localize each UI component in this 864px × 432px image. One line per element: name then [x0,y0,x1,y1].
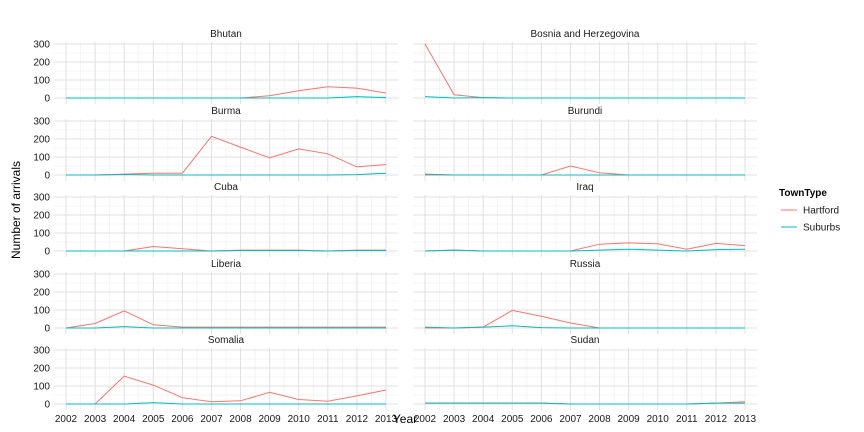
y-tick-label: 200 [33,58,50,69]
panel-title: Cuba [214,182,238,193]
panel: Russia [413,259,757,334]
x-tick-label: 2007 [200,414,223,425]
x-tick-label: 2009 [618,414,641,425]
x-tick-label: 2004 [472,414,495,425]
x-tick-label: 2002 [414,414,437,425]
series-line-suburbs [425,402,745,405]
y-tick-label: 0 [44,247,50,258]
panel-title: Burma [211,106,241,117]
series-line-suburbs [66,250,386,252]
legend-items: Hartford Suburbs [781,206,840,234]
y-tick-label: 300 [33,40,50,51]
x-tick-label: 2009 [259,414,282,425]
series-line-suburbs [66,96,387,99]
y-tick-label: 200 [33,364,50,375]
x-tick-label: 2004 [113,414,136,425]
x-tick-label: 2005 [142,414,165,425]
series-line-suburbs [66,326,386,329]
panel: Sudan 2002 2003 2004 2005 2006 2007 2008 2009 201… [413,335,757,425]
panel-title: Sudan [571,335,600,346]
x-tick-label: 2006 [530,414,553,425]
y-tick-label: 100 [33,229,50,240]
x-tick-label: 2003 [84,414,107,425]
panel: Burundi [413,106,757,181]
y-tick-label: 0 [44,171,50,182]
series-line-suburbs [424,96,745,99]
panel: Iraq [413,182,757,257]
y-tick-label: 300 [33,346,50,357]
series-line-hartford [65,310,386,329]
series-line-suburbs [424,173,745,176]
y-tick-label: 100 [33,76,50,87]
series-line-suburbs [66,172,387,176]
y-tick-label: 300 [33,193,50,204]
y-tick-label: 100 [33,306,50,317]
x-tick-label: 2013 [734,414,757,425]
x-tick-label: 2002 [55,414,78,425]
panel: Bosnia and Herzegovina [413,29,757,104]
panel: Bhutan 0 100 200 300 [33,29,398,105]
x-tick-label: 2008 [588,414,611,425]
series-line-suburbs [66,402,386,405]
y-tick-label: 200 [33,288,50,299]
panel-title: Russia [570,259,601,270]
series-line-suburbs [424,325,745,329]
y-tick-label: 0 [44,400,50,411]
panel-title: Iraq [576,182,593,193]
series-line-suburbs [424,248,746,252]
y-axis-title: Number of arrivals [9,161,23,259]
x-tick-label: 2011 [676,414,698,425]
panel: Liberia 0 100 200 300 [33,259,398,335]
x-axis-title: Year [393,412,417,426]
y-tick-label: 100 [33,153,50,164]
legend-title: TownType [779,188,827,199]
x-tick-label: 2010 [288,414,311,425]
y-tick-label: 200 [33,211,50,222]
x-tick-label: 2012 [705,414,728,425]
y-tick-label: 0 [44,94,50,105]
legend-label: Suburbs [803,223,840,234]
panel-title: Burundi [568,106,602,117]
x-tick-label: 2012 [346,414,369,425]
panel-title: Liberia [211,259,241,270]
panel-title: Somalia [208,335,245,346]
x-tick-label: 2008 [229,414,252,425]
x-tick-label: 2005 [501,414,524,425]
panel: Somalia 0 100 200 300 2002 2003 2004 2005 2006 200… [33,335,398,425]
panel-title: Bhutan [210,29,242,40]
x-tick-label: 2011 [317,414,339,425]
panel: Cuba 0 100 200 300 [33,182,398,258]
panel-title: Bosnia and Herzegovina [531,29,640,40]
panel: Burma 0 100 200 300 [33,106,398,182]
y-tick-label: 300 [33,270,50,281]
legend-label: Hartford [803,206,839,217]
y-tick-label: 100 [33,382,50,393]
x-tick-label: 2010 [647,414,670,425]
x-tick-label: 2006 [171,414,194,425]
series-line-hartford [66,375,387,405]
y-tick-label: 200 [33,135,50,146]
y-tick-label: 0 [44,324,50,335]
x-tick-label: 2003 [443,414,466,425]
x-tick-label: 2007 [559,414,582,425]
y-tick-label: 300 [33,117,50,128]
legend: TownType Hartford Suburbs [779,188,840,234]
x-tick-label: 2013 [375,414,398,425]
